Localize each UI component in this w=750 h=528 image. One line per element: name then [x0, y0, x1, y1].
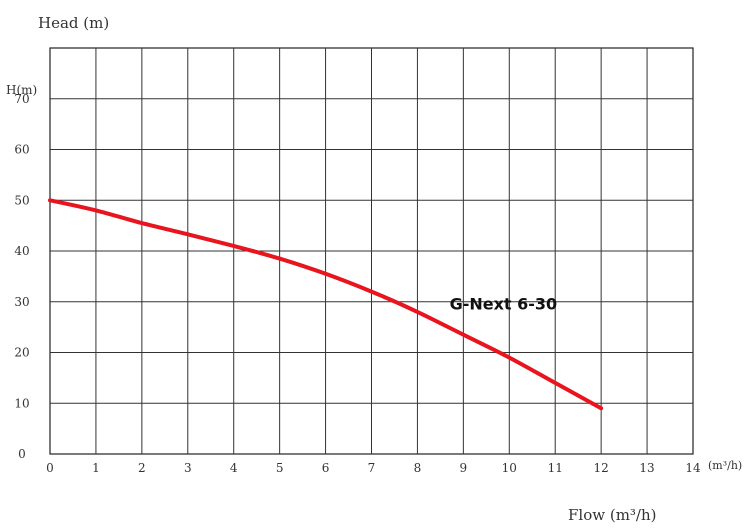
- x-tick-label: 11: [548, 461, 563, 475]
- x-tick-label: 14: [685, 461, 701, 475]
- x-axis-label: Flow (m³/h): [568, 506, 657, 524]
- y-tick-label: 60: [14, 143, 29, 157]
- x-tick-label: 13: [639, 461, 654, 475]
- x-tick-label: 1: [92, 461, 100, 475]
- y-tick-label: 50: [14, 193, 29, 207]
- x-tick-label: 5: [276, 461, 284, 475]
- x-tick-label: 7: [368, 461, 376, 475]
- x-tick-label: 10: [502, 461, 517, 475]
- x-unit-label: (m³/h): [708, 459, 742, 472]
- y-axis-label: H(m): [6, 83, 37, 97]
- y-tick-label: 10: [14, 396, 29, 410]
- x-tick-label: 0: [46, 461, 54, 475]
- x-tick-label: 2: [138, 461, 146, 475]
- x-tick-label: 12: [594, 461, 609, 475]
- x-tick-label: 6: [322, 461, 330, 475]
- x-tick-labels: 0 1 2 3 4 5 6 7 8 9 10 11 12 13 14: [46, 461, 701, 475]
- series-group: G-Next 6-30: [48, 198, 604, 411]
- y-tick-label: 0: [18, 447, 26, 461]
- series-label: G-Next 6-30: [450, 294, 558, 313]
- y-tick-labels: 0 10 20 30 40 50 60 70: [14, 92, 29, 461]
- y-tick-label: 40: [14, 244, 29, 258]
- x-tick-label: 9: [460, 461, 468, 475]
- y-tick-label: 30: [14, 295, 29, 309]
- x-tick-label: 8: [414, 461, 422, 475]
- y-tick-label: 70: [14, 92, 29, 106]
- chart-title: Head (m): [38, 14, 109, 32]
- series-line: [48, 198, 604, 411]
- y-tick-label: 20: [14, 346, 29, 360]
- x-tick-label: 3: [184, 461, 192, 475]
- x-tick-label: 4: [230, 461, 238, 475]
- grid: [49, 47, 694, 455]
